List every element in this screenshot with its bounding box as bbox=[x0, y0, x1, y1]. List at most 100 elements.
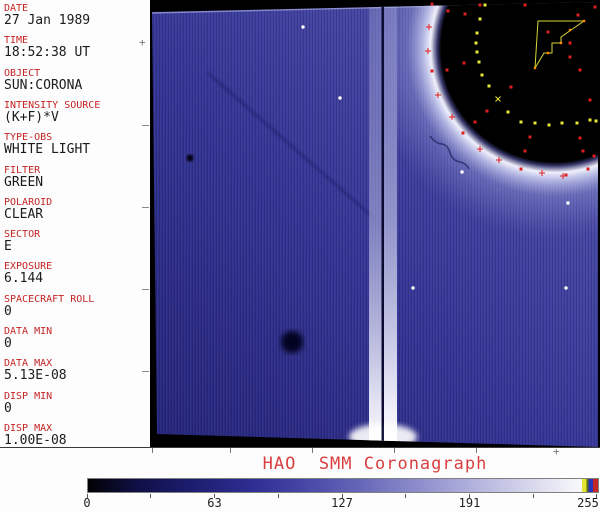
colorbar-label-0: 0 bbox=[83, 496, 91, 510]
field-disp-max: DISP MAX 1.00E-08 bbox=[4, 423, 67, 447]
field-value: E bbox=[4, 239, 12, 254]
field-object: OBJECT SUN:CORONA bbox=[4, 68, 82, 92]
red-square-marker bbox=[593, 5, 597, 9]
field-value: 0 bbox=[4, 304, 12, 319]
field-intensity-source: INTENSITY SOURCE (K+F)*V bbox=[4, 100, 100, 124]
colorbar-label-63: 63 bbox=[207, 496, 222, 510]
pylon-dark-line bbox=[381, 2, 384, 446]
red-square-marker bbox=[519, 167, 523, 171]
field-value: 27 Jan 1989 bbox=[4, 13, 91, 28]
white-dot-star bbox=[338, 96, 342, 100]
red-square-marker bbox=[523, 3, 527, 7]
left-axis-tick bbox=[142, 371, 149, 372]
field-label: SPACECRAFT ROLL bbox=[4, 294, 95, 305]
red-square-marker bbox=[485, 109, 489, 113]
field-label: EXPOSURE bbox=[4, 261, 53, 272]
red-plus-marker bbox=[449, 114, 455, 120]
red-square-marker bbox=[430, 2, 434, 6]
field-value: WHITE LIGHT bbox=[4, 142, 91, 157]
yellow-outline-polygon bbox=[534, 20, 586, 69]
yellow-square-marker bbox=[480, 73, 484, 77]
yellow-square-marker bbox=[475, 50, 479, 54]
diagonal-shadow bbox=[207, 72, 375, 219]
field-label: POLAROID bbox=[4, 197, 53, 208]
left-axis-tick bbox=[142, 207, 149, 208]
field-label: OBJECT bbox=[4, 68, 41, 79]
red-plus-marker bbox=[477, 146, 483, 152]
colorbar-label-127: 127 bbox=[331, 496, 353, 510]
red-square-marker bbox=[461, 131, 465, 135]
metadata-sidebar: DATE 27 Jan 1989 TIME 18:52:38 UT OBJECT SU… bbox=[0, 0, 150, 447]
colorbar-tick bbox=[150, 494, 151, 498]
field-type-obs: TYPE-OBS WHITE LIGHT bbox=[4, 132, 90, 156]
field-label: FILTER bbox=[4, 165, 41, 176]
colorbar-tick bbox=[278, 494, 279, 498]
red-square-marker bbox=[445, 68, 449, 72]
red-square-marker bbox=[568, 55, 572, 59]
field-sector: SECTOR E bbox=[4, 229, 40, 253]
yellow-square-marker bbox=[575, 121, 579, 125]
left-axis-tick bbox=[142, 125, 149, 126]
bottom-axis-major-tick: + bbox=[553, 445, 560, 458]
red-square-marker bbox=[430, 69, 434, 73]
colorbar-label-191: 191 bbox=[458, 496, 481, 510]
yellow-square-marker bbox=[560, 121, 564, 125]
colorbar-tick bbox=[87, 494, 88, 498]
field-filter: FILTER GREEN bbox=[4, 165, 43, 189]
left-axis-major-tick: + bbox=[139, 36, 146, 49]
white-dot-star bbox=[564, 286, 568, 290]
colorbar-tick bbox=[469, 494, 470, 498]
bottom-axis-tick bbox=[152, 448, 153, 453]
polygon-vertex-dot bbox=[533, 66, 537, 70]
white-dot-star bbox=[460, 170, 464, 174]
field-label: DATE bbox=[4, 3, 29, 14]
red-square-marker bbox=[546, 30, 550, 34]
red-square-marker bbox=[586, 167, 590, 171]
colorbar-tick bbox=[533, 494, 534, 498]
field-data-min: DATA MIN 0 bbox=[4, 326, 52, 350]
yellow-square-marker bbox=[478, 17, 482, 21]
polygon-vertex-dot bbox=[568, 28, 572, 32]
field-label: TIME bbox=[4, 35, 29, 46]
field-value: 0 bbox=[4, 336, 12, 351]
red-plus-marker bbox=[426, 24, 432, 30]
field-value: CLEAR bbox=[4, 207, 44, 222]
dark-dot-artifact bbox=[186, 154, 194, 162]
image-footer-divider bbox=[0, 447, 600, 448]
field-label: DISP MIN bbox=[4, 391, 53, 402]
white-dot-star bbox=[301, 25, 305, 29]
yellow-square-marker bbox=[533, 121, 537, 125]
bottom-axis-tick bbox=[394, 448, 395, 453]
red-square-marker bbox=[568, 41, 572, 45]
red-square-marker bbox=[578, 136, 582, 140]
red-plus-marker bbox=[560, 173, 566, 179]
colorbar-tick bbox=[342, 494, 343, 498]
red-square-marker bbox=[446, 9, 450, 13]
yellow-square-marker bbox=[475, 31, 479, 35]
instrument-title: HAO SMM Coronagraph bbox=[262, 454, 488, 474]
red-square-marker bbox=[576, 13, 580, 17]
field-spacecraft-roll: SPACECRAFT ROLL 0 bbox=[4, 294, 94, 318]
colorbar-tick bbox=[405, 494, 406, 498]
field-value: GREEN bbox=[4, 175, 44, 190]
field-time: TIME 18:52:38 UT bbox=[4, 35, 90, 59]
field-value: 0 bbox=[4, 401, 12, 416]
colorbar-tick bbox=[596, 494, 597, 498]
yellow-cross-marker bbox=[495, 96, 501, 102]
polygon-vertex-dot bbox=[559, 41, 563, 45]
field-label: DATA MAX bbox=[4, 358, 53, 369]
colorbar-label-255: 255 bbox=[577, 496, 599, 510]
field-label: SECTOR bbox=[4, 229, 41, 240]
yellow-square-marker bbox=[588, 118, 592, 122]
red-plus-marker bbox=[539, 170, 545, 176]
yellow-square-marker bbox=[506, 110, 510, 114]
field-value: (K+F)*V bbox=[4, 110, 59, 125]
red-square-marker bbox=[509, 85, 513, 89]
red-square-marker bbox=[463, 12, 467, 16]
colorbar bbox=[87, 478, 599, 493]
red-square-marker bbox=[578, 68, 582, 72]
yellow-square-marker bbox=[477, 60, 481, 64]
dark-blob-artifact bbox=[281, 331, 303, 353]
field-label: INTENSITY SOURCE bbox=[4, 100, 101, 111]
